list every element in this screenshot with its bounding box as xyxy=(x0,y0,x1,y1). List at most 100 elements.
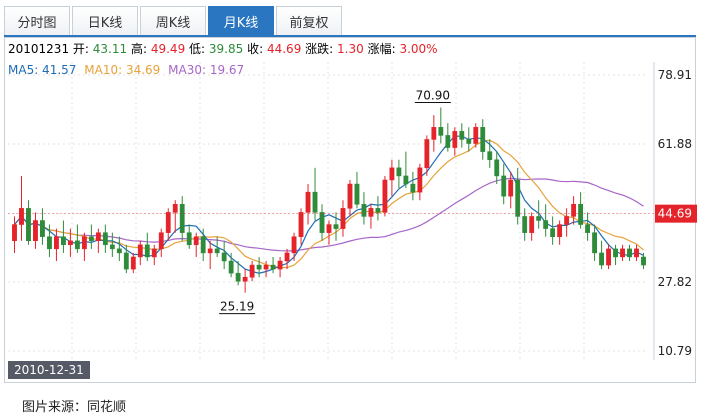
close-value: 44.69 xyxy=(266,42,302,56)
candle-body xyxy=(186,232,192,246)
candle-body xyxy=(130,256,136,270)
candle-body xyxy=(305,191,311,213)
candle-body xyxy=(445,135,451,148)
close-label: 收: xyxy=(247,42,264,56)
candle-body xyxy=(389,167,395,181)
candle-body xyxy=(571,204,577,217)
candle-body xyxy=(200,236,206,254)
candle-body xyxy=(88,236,94,242)
pct-value: 3.00% xyxy=(399,42,438,56)
candle-body xyxy=(33,220,38,242)
candle-body xyxy=(340,208,346,229)
tab-monthly-k[interactable]: 月K线 xyxy=(208,6,274,36)
candle-body xyxy=(193,236,199,246)
candle-body xyxy=(74,240,80,250)
change-value: 1.30 xyxy=(337,42,364,56)
candle-body xyxy=(40,220,45,237)
candle-body xyxy=(354,183,360,205)
open-value: 43.11 xyxy=(92,42,128,56)
candle-body xyxy=(123,252,129,270)
candle-body xyxy=(312,191,318,213)
candle-body xyxy=(375,208,381,213)
ma5-label: MA5: 41.57 xyxy=(8,63,77,77)
tab-underline xyxy=(4,35,696,37)
candle-body xyxy=(221,252,227,262)
ma-legend: MA5: 41.57 MA10: 34.69 MA30: 19.67 xyxy=(8,63,248,77)
candle-body xyxy=(543,220,549,229)
candle-body xyxy=(326,224,332,233)
tab-bar: 分时图 日K线 周K线 月K线 前复权 xyxy=(4,6,344,36)
y-tick-label: 61.88 xyxy=(658,137,692,151)
candle-body xyxy=(67,240,73,246)
candle-body xyxy=(417,167,423,193)
candle-body xyxy=(228,260,234,274)
candle-body xyxy=(578,204,584,225)
tab-daily-k[interactable]: 日K线 xyxy=(72,6,138,36)
candle-body xyxy=(172,204,178,213)
candlestick-chart[interactable]: 78.91 61.88 27.82 10.79 70.90 25.19 44.69 xyxy=(8,60,698,360)
candle-body xyxy=(319,212,325,233)
candle-body xyxy=(165,212,171,233)
ohlc-info-bar: 20101231 开: 43.11 高: 49.49 低: 39.85 收: 4… xyxy=(8,40,438,57)
candle-body xyxy=(641,256,646,266)
candle-body xyxy=(382,179,388,213)
candle-body xyxy=(47,236,52,250)
candle-body xyxy=(494,159,500,177)
cursor-date-box: 2010-12-31 xyxy=(8,361,90,379)
candle-body xyxy=(368,208,374,217)
candle-body xyxy=(270,264,276,270)
candle-body xyxy=(109,244,115,250)
candle-body xyxy=(585,224,591,233)
high-label: 高: xyxy=(130,42,148,56)
candle-body xyxy=(249,264,255,278)
candle-body xyxy=(298,212,304,237)
candle-body xyxy=(207,248,213,254)
candle-body xyxy=(466,139,472,144)
candle-body xyxy=(627,248,632,258)
candle-body xyxy=(536,216,542,221)
candle-body xyxy=(620,248,625,258)
candle-body xyxy=(333,224,339,229)
candle-body xyxy=(410,183,416,193)
candle-body xyxy=(550,228,556,237)
tab-forward-adjust[interactable]: 前复权 xyxy=(276,6,342,36)
candle-body xyxy=(431,127,437,140)
candle-body xyxy=(473,127,479,144)
high-value: 49.49 xyxy=(150,42,186,56)
candle-body xyxy=(151,248,157,258)
candle-body xyxy=(564,216,570,225)
candle-body xyxy=(508,179,514,197)
candle-body xyxy=(256,264,262,270)
candle-body xyxy=(501,175,507,197)
candle-body xyxy=(26,208,31,242)
ma10-line xyxy=(14,139,644,269)
candle-body xyxy=(396,167,402,177)
candle-body xyxy=(179,204,185,233)
candle-body xyxy=(557,224,563,237)
tab-timeshare[interactable]: 分时图 xyxy=(4,6,70,36)
candle-body xyxy=(12,224,17,242)
candle-body xyxy=(116,248,122,254)
candle-body xyxy=(487,151,493,160)
high-annotation: 70.90 xyxy=(416,88,450,102)
low-value: 39.85 xyxy=(208,42,244,56)
ma10-label: MA10: 34.69 xyxy=(84,63,161,77)
candle-body xyxy=(515,179,521,217)
candle-body xyxy=(242,276,248,282)
candle-body xyxy=(291,236,297,254)
candle-body xyxy=(634,248,639,258)
candle-body xyxy=(361,204,367,217)
candle-body xyxy=(235,272,241,282)
candle-body xyxy=(95,232,101,242)
candle-body xyxy=(347,183,353,209)
current-price-box xyxy=(655,204,697,223)
candle-body xyxy=(459,131,465,140)
low-annotation: 25.19 xyxy=(220,300,254,314)
image-source-caption: 图片来源：同花顺 xyxy=(22,400,127,415)
candle-body xyxy=(592,232,597,254)
ma30-label: MA30: 19.67 xyxy=(168,63,245,77)
tab-weekly-k[interactable]: 周K线 xyxy=(140,6,206,36)
candle-body xyxy=(214,248,220,254)
candle-body xyxy=(284,252,290,262)
candle-body xyxy=(599,252,604,266)
